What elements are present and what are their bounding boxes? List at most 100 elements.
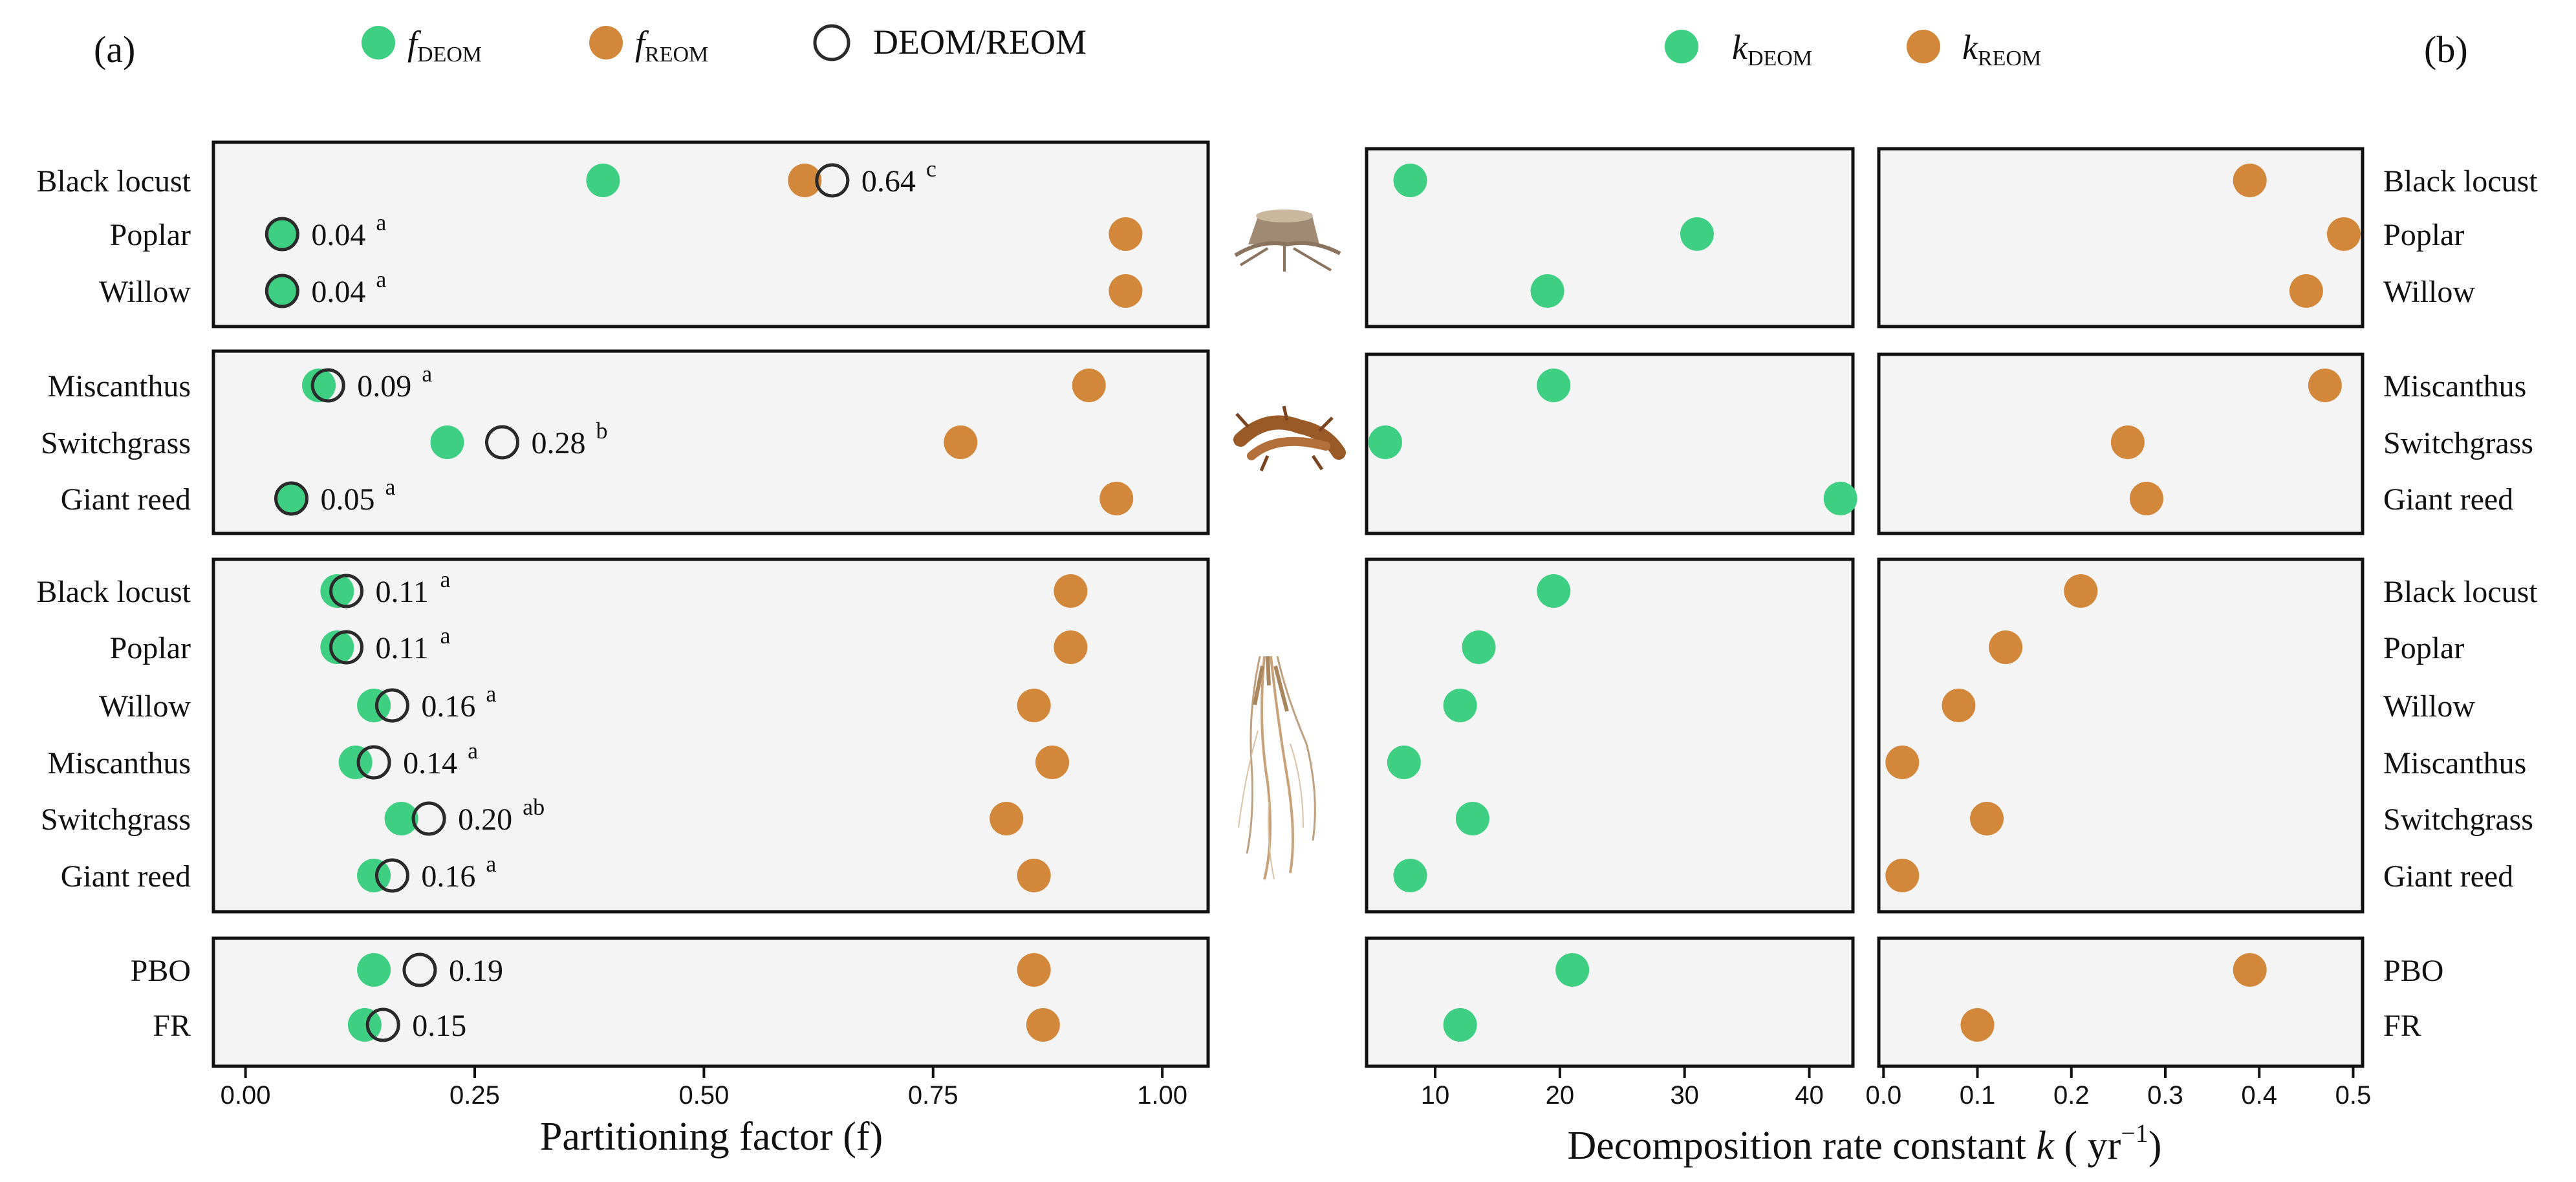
row-label-b: Willow bbox=[2383, 689, 2475, 724]
panel-k-deom-group-2 bbox=[1365, 352, 1855, 535]
row-label-b: Black locust bbox=[2383, 164, 2538, 199]
row-label-a: Miscanthus bbox=[48, 369, 191, 403]
ratio-value-label: 0.04 bbox=[311, 275, 365, 309]
panel-a-group-2 bbox=[211, 349, 1210, 535]
k-deom-point bbox=[1823, 482, 1857, 515]
f-reom-point bbox=[1099, 482, 1134, 515]
f-deom-point bbox=[357, 953, 391, 987]
ratio-value-label: 0.28 bbox=[532, 426, 586, 460]
row-label-b: Switchgrass bbox=[2383, 802, 2533, 837]
legend-k-deom-label: kDEOM bbox=[1732, 28, 1812, 70]
k-reom-point bbox=[2110, 425, 2145, 459]
significance-letter: a bbox=[468, 738, 478, 764]
f-deom-point bbox=[320, 574, 354, 608]
row-label-a: Willow bbox=[99, 275, 191, 309]
kr-tick-label: 0.5 bbox=[2335, 1081, 2372, 1110]
a-tick-label: 0.50 bbox=[678, 1081, 729, 1110]
ratio-value-label: 0.16 bbox=[421, 689, 475, 724]
ratio-point bbox=[265, 274, 299, 308]
row-label-a: Miscanthus bbox=[48, 746, 191, 780]
legend-k-reom-marker bbox=[1907, 30, 1940, 63]
k-reom-point bbox=[2064, 574, 2098, 608]
panel-a-group-1 bbox=[211, 140, 1210, 328]
legend-a: fDEOM fREOM DEOM/REOM bbox=[362, 23, 1087, 67]
ratio-point bbox=[374, 688, 409, 723]
ratio-value-label: 0.14 bbox=[403, 746, 457, 780]
k-reom-point bbox=[1970, 802, 2004, 835]
k-deom-point bbox=[1387, 746, 1421, 779]
f-deom-point bbox=[357, 689, 391, 722]
f-reom-point bbox=[788, 164, 822, 197]
k-reom-point bbox=[2233, 164, 2267, 197]
kr-tick-label: 0.3 bbox=[2147, 1081, 2183, 1110]
significance-letter: c bbox=[926, 156, 936, 182]
k-deom-point bbox=[1530, 274, 1564, 308]
k-reom-point bbox=[2233, 953, 2267, 987]
f-reom-point bbox=[1026, 1008, 1060, 1042]
axis-k-deom: 10 20 30 40 bbox=[1421, 1066, 1824, 1110]
ratio-point bbox=[274, 481, 308, 516]
ratio-value-label: 0.64 bbox=[861, 164, 916, 199]
axis-title-partitioning: Partitioning factor (f) bbox=[540, 1115, 883, 1159]
ratio-point bbox=[329, 574, 364, 608]
kr-tick-label: 0.0 bbox=[1865, 1081, 1901, 1110]
significance-letter: a bbox=[422, 361, 432, 387]
f-reom-point bbox=[1035, 746, 1070, 779]
f-reom-point bbox=[990, 802, 1024, 835]
significance-letter: a bbox=[486, 681, 496, 707]
row-label-a: PBO bbox=[131, 954, 191, 988]
ratio-point bbox=[329, 630, 364, 665]
k-deom-point bbox=[1680, 217, 1714, 251]
kd-tick-label: 10 bbox=[1421, 1081, 1450, 1110]
ratio-point bbox=[411, 801, 446, 836]
ratio-value-label: 0.11 bbox=[376, 575, 429, 609]
kr-tick-label: 0.2 bbox=[2053, 1081, 2090, 1110]
f-deom-point bbox=[338, 746, 373, 779]
panel-label-b: (b) bbox=[2424, 28, 2468, 70]
axis-title-decomposition: Decomposition rate constant k ( yr−1) bbox=[1568, 1119, 2162, 1168]
kr-tick-label: 0.1 bbox=[1960, 1081, 1996, 1110]
row-label-b: Miscanthus bbox=[2383, 746, 2526, 780]
a-tick-label: 0.00 bbox=[221, 1081, 271, 1110]
tree-stump-icon bbox=[1234, 210, 1341, 272]
k-deom-point bbox=[1393, 859, 1427, 892]
f-deom-point bbox=[357, 859, 391, 892]
k-deom-point bbox=[1455, 802, 1489, 835]
ratio-value-label: 0.11 bbox=[376, 631, 429, 665]
panel-k-deom-group-1 bbox=[1365, 147, 1855, 328]
fine-roots-icon bbox=[1238, 656, 1316, 880]
k-deom-point bbox=[1555, 953, 1590, 987]
significance-letter: b bbox=[596, 418, 608, 444]
ratio-point bbox=[815, 163, 850, 198]
row-label-b: PBO bbox=[2383, 954, 2443, 988]
legend-f-deom-marker bbox=[362, 26, 395, 59]
a-tick-label: 0.25 bbox=[449, 1081, 500, 1110]
significance-letter: a bbox=[440, 623, 451, 649]
k-deom-point bbox=[1443, 689, 1477, 722]
k-deom-point bbox=[1368, 425, 1402, 459]
partitioning-rows: Black locust 0.64 c Poplar 0.04 a Willow 0.04 a M… bbox=[36, 156, 1143, 1043]
f-deom-point bbox=[384, 802, 418, 835]
legend-k-reom-label: kREOM bbox=[1962, 28, 2041, 70]
f-reom-point bbox=[1017, 689, 1051, 722]
k-deom-point bbox=[1443, 1008, 1477, 1042]
decomposition-rows: Black locust Poplar Willow Miscanthus Switch… bbox=[1368, 164, 2538, 1043]
panel-k-deom-group-4 bbox=[1365, 936, 1855, 1068]
panel-k-reom-group-1 bbox=[1877, 147, 2365, 328]
k-reom-point bbox=[1989, 630, 2023, 664]
rhizome-icon bbox=[1233, 405, 1346, 471]
f-reom-point bbox=[1017, 953, 1051, 987]
k-reom-point bbox=[2129, 482, 2163, 515]
panel-k-reom-group-4 bbox=[1877, 936, 2365, 1068]
ratio-point bbox=[402, 952, 437, 987]
row-label-b: Giant reed bbox=[2383, 482, 2513, 517]
ratio-point bbox=[374, 858, 409, 893]
row-label-b: FR bbox=[2383, 1009, 2421, 1043]
legend-b: kDEOM kREOM bbox=[1665, 28, 2041, 70]
panel-k-reom-group-3 bbox=[1877, 557, 2365, 914]
significance-letter: a bbox=[486, 851, 496, 877]
row-label-a: Poplar bbox=[110, 631, 191, 665]
k-reom-point bbox=[1885, 746, 1920, 779]
k-reom-point bbox=[2289, 274, 2323, 308]
